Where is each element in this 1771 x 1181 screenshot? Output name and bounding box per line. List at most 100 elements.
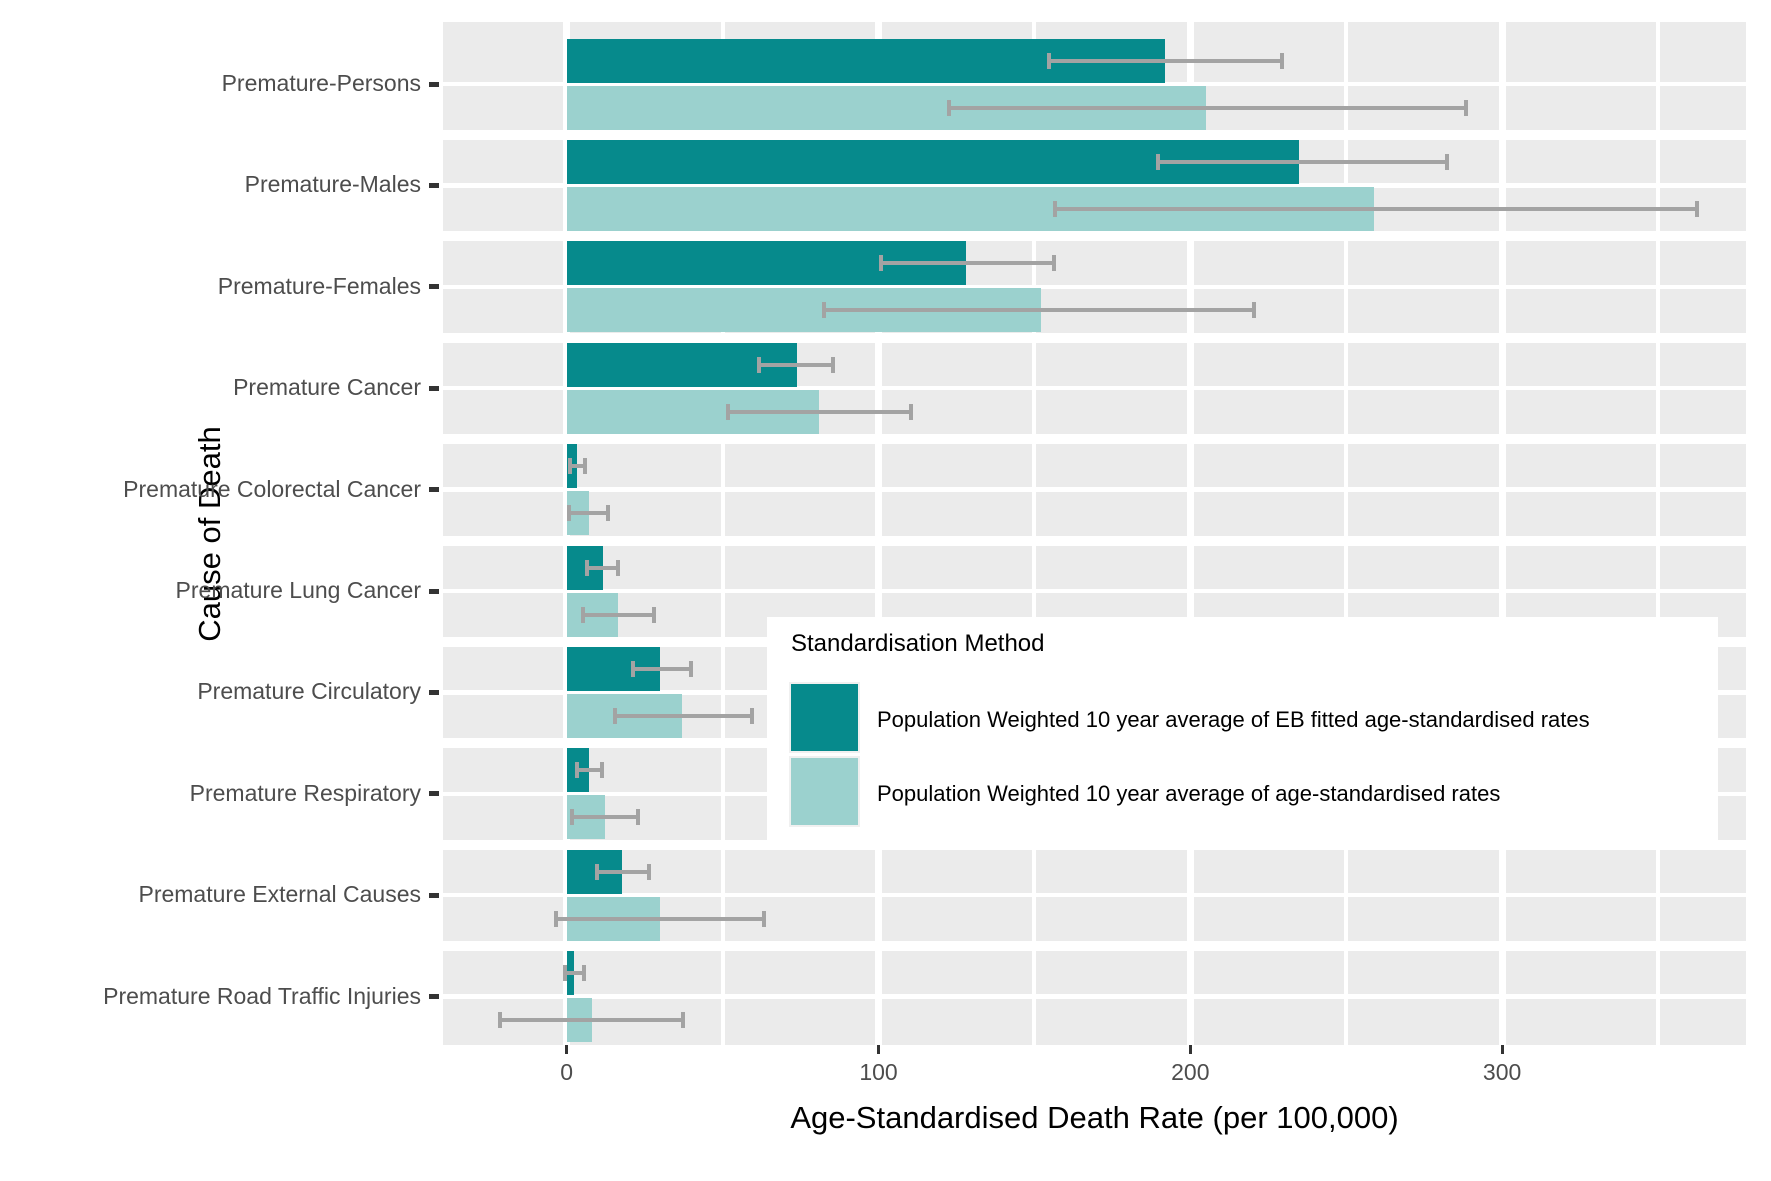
error-bar-line: [575, 768, 605, 773]
y-gridline-major: [443, 588, 1746, 594]
row-gap-stripe: [443, 434, 1746, 445]
x-tick-label: 0: [560, 1059, 574, 1085]
error-bar-cap: [908, 403, 913, 420]
error-bar-cap: [582, 965, 587, 982]
x-gridline-minor: [720, 22, 725, 1045]
error-bar-cap: [1445, 153, 1450, 170]
y-gridline-major: [443, 183, 1746, 188]
error-bar-cap: [878, 255, 883, 272]
legend-title: Standardisation Method: [791, 630, 1045, 657]
error-bar-line: [594, 869, 651, 874]
error-bar-line: [562, 971, 587, 976]
error-bar-cap: [569, 809, 574, 826]
y-tick-label: Premature Respiratory: [189, 779, 421, 806]
x-tick: [1500, 1045, 1504, 1054]
error-bar-line: [947, 105, 1468, 110]
error-bar-cap: [1279, 52, 1284, 69]
row-gap-stripe: [443, 231, 1746, 242]
error-bar-line: [580, 612, 656, 617]
y-gridline-major: [443, 385, 1746, 391]
error-bar-cap: [681, 1012, 686, 1029]
error-bar-cap: [646, 863, 651, 880]
error-bar-cap: [1046, 52, 1051, 69]
error-bar-cap: [756, 356, 761, 373]
error-bar-line: [630, 666, 693, 671]
legend-swatch-age-standardised: [791, 758, 858, 825]
error-bar-line: [613, 713, 754, 718]
error-bar-line: [567, 464, 587, 469]
y-tick-label: Premature-Males: [244, 171, 421, 198]
error-bar-cap: [585, 559, 590, 576]
error-bar-cap: [947, 99, 952, 116]
y-gridline-major: [443, 81, 1746, 87]
error-bar-cap: [688, 660, 693, 677]
y-tick-label: Premature-Persons: [221, 70, 421, 96]
error-bar-cap: [651, 606, 656, 623]
row-gap-stripe: [443, 332, 1746, 343]
error-bar-line: [569, 815, 640, 820]
y-tick: [429, 284, 439, 290]
error-bar-cap: [567, 458, 572, 475]
x-gridline-major: [875, 22, 882, 1045]
y-tick-label: Premature Lung Cancer: [175, 577, 421, 603]
row-gap-stripe: [443, 130, 1746, 140]
y-gridline-major: [443, 284, 1746, 290]
x-gridline-minor: [1344, 22, 1349, 1045]
error-bar-line: [566, 511, 611, 516]
x-gridline-minor: [1032, 22, 1037, 1045]
x-gridline-minor: [1656, 22, 1660, 1045]
error-bar-cap: [594, 863, 599, 880]
y-tick: [429, 487, 439, 493]
x-tick: [565, 1045, 569, 1054]
y-axis-title: Cause of Death: [192, 425, 227, 642]
error-bar-cap: [580, 606, 585, 623]
legend-key: [789, 682, 860, 753]
error-bar-cap: [562, 965, 567, 982]
x-tick: [1188, 1045, 1192, 1054]
y-tick-label: Premature Circulatory: [197, 678, 421, 705]
error-bar-cap: [1463, 99, 1468, 116]
legend-swatch-eb-fitted: [791, 684, 858, 751]
error-bar-cap: [635, 809, 640, 826]
x-gridline-major: [1498, 22, 1506, 1045]
y-tick: [429, 81, 439, 87]
legend-key: [789, 756, 860, 827]
error-bar-cap: [1694, 200, 1699, 217]
y-tick: [429, 689, 439, 695]
error-bar-cap: [822, 302, 827, 319]
error-bar-cap: [554, 910, 559, 927]
error-bar-line: [585, 565, 620, 570]
error-bar-cap: [725, 403, 730, 420]
error-bar-line: [498, 1018, 686, 1023]
error-bar-cap: [615, 559, 620, 576]
error-bar-line: [756, 362, 835, 367]
y-tick: [429, 892, 439, 898]
legend-item-label: Population Weighted 10 year average of a…: [877, 780, 1501, 806]
error-bar-line: [878, 261, 1057, 266]
y-tick: [429, 588, 439, 594]
y-tick-label: Premature Colorectal Cancer: [123, 475, 421, 502]
error-bar-cap: [1156, 153, 1160, 170]
error-bar-line: [1046, 58, 1284, 63]
y-tick-label: Premature Road Traffic Injuries: [103, 982, 421, 1009]
error-bar-cap: [830, 356, 835, 373]
x-axis-title: Age-Standardised Death Rate (per 100,000…: [790, 1100, 1399, 1135]
y-tick: [429, 791, 439, 797]
error-bar-cap: [606, 505, 611, 522]
error-bar-line: [822, 308, 1256, 313]
x-tick-label: 300: [1482, 1059, 1522, 1085]
error-bar-cap: [566, 505, 571, 522]
error-bar-line: [725, 409, 913, 414]
error-bar-cap: [613, 707, 618, 724]
y-tick-label: Premature External Causes: [138, 881, 421, 908]
legend-item-label: Population Weighted 10 year average of E…: [877, 706, 1590, 732]
error-bar-cap: [749, 707, 754, 724]
row-gap-stripe: [443, 941, 1746, 952]
error-bar-line: [1156, 159, 1450, 164]
y-tick-label: Premature Cancer: [233, 374, 421, 401]
legend: Standardisation Method Population Weight…: [767, 617, 1718, 849]
error-bar-cap: [630, 660, 635, 677]
plot-panel: [443, 22, 1746, 1045]
x-tick-label: 100: [859, 1059, 898, 1085]
